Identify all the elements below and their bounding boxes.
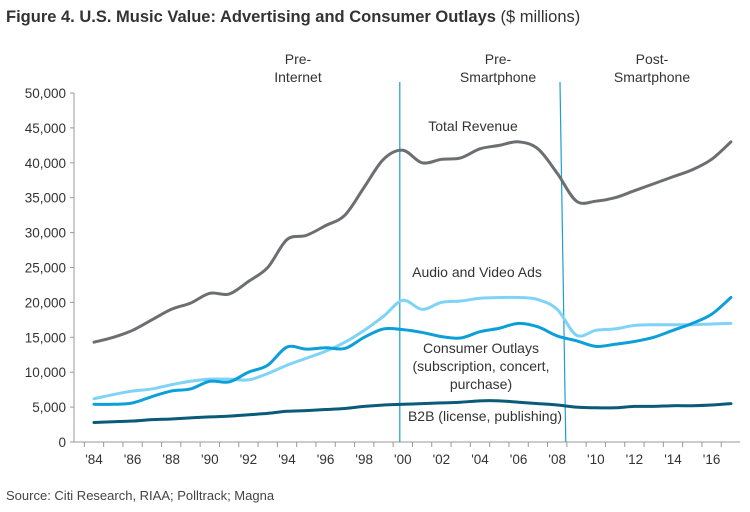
label-audio-video-ads: Audio and Video Ads bbox=[412, 264, 542, 280]
y-tick-label: 50,000 bbox=[25, 86, 66, 101]
label-total-revenue: Total Revenue bbox=[428, 118, 518, 134]
era-label: Internet bbox=[274, 69, 322, 85]
y-tick-label: 0 bbox=[58, 435, 66, 450]
series-line-total-revenue bbox=[92, 140, 733, 344]
era-label: Post- bbox=[636, 51, 669, 67]
x-tick-label: '92 bbox=[240, 452, 258, 467]
x-tick-label: '94 bbox=[278, 452, 296, 467]
y-tick-label: 5,000 bbox=[32, 400, 66, 415]
y-tick-label: 30,000 bbox=[25, 226, 66, 241]
era-label: Smartphone bbox=[614, 69, 690, 85]
era-label: Smartphone bbox=[460, 69, 536, 85]
label-b2b: B2B (license, publishing) bbox=[408, 408, 562, 424]
y-tick-label: 20,000 bbox=[25, 295, 66, 310]
x-tick-label: '00 bbox=[394, 452, 412, 467]
series-line-b2b bbox=[92, 399, 733, 424]
label-consumer-outlays: (subscription, concert, bbox=[413, 358, 550, 374]
era-label: Pre- bbox=[485, 51, 512, 67]
y-tick-label: 40,000 bbox=[25, 156, 66, 171]
chart-title: Figure 4. U.S. Music Value: Advertising … bbox=[6, 8, 581, 26]
source-note: Source: Citi Research, RIAA; Polltrack; … bbox=[6, 488, 275, 503]
x-tick-label: '84 bbox=[85, 452, 103, 467]
x-tick-label: '10 bbox=[587, 452, 605, 467]
y-tick-label: 25,000 bbox=[25, 261, 66, 276]
y-tick-label: 15,000 bbox=[25, 330, 66, 345]
era-label: Pre- bbox=[285, 51, 312, 67]
x-tick-label: '12 bbox=[626, 452, 644, 467]
y-tick-label: 45,000 bbox=[25, 121, 66, 136]
x-tick-label: '96 bbox=[317, 452, 335, 467]
x-tick-label: '90 bbox=[201, 452, 219, 467]
label-consumer-outlays: Consumer Outlays bbox=[423, 340, 539, 356]
x-tick-label: '04 bbox=[471, 452, 489, 467]
x-tick-label: '06 bbox=[510, 452, 528, 467]
x-tick-label: '02 bbox=[433, 452, 451, 467]
era-divider-2008 bbox=[559, 81, 567, 443]
x-tick-label: '08 bbox=[548, 452, 566, 467]
x-tick-label: '14 bbox=[664, 452, 682, 467]
x-tick-label: '86 bbox=[124, 452, 142, 467]
x-tick-label: '98 bbox=[355, 452, 373, 467]
x-tick-label: '88 bbox=[162, 452, 180, 467]
series-line-audio-and-video-ads bbox=[92, 295, 733, 401]
series-line-consumer-outlays bbox=[92, 296, 733, 406]
label-consumer-outlays: purchase) bbox=[450, 376, 512, 392]
y-tick-label: 35,000 bbox=[25, 191, 66, 206]
x-tick-label: '16 bbox=[703, 452, 721, 467]
y-tick-label: 10,000 bbox=[25, 365, 66, 380]
